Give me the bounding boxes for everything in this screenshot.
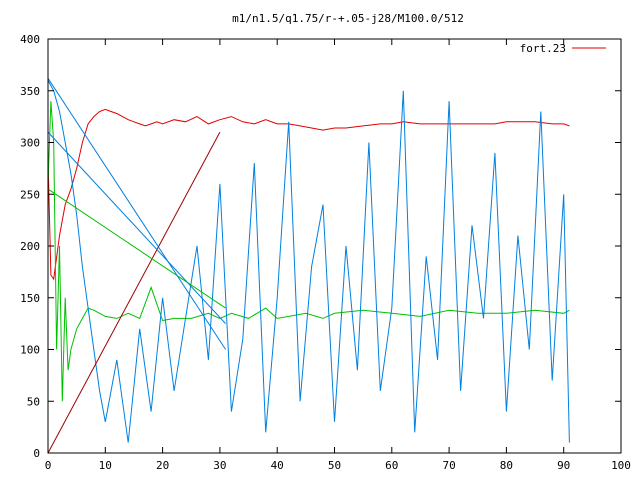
series-line-3 [47, 131, 221, 454]
y-tick-label-400: 400 [20, 33, 40, 46]
y-tick-label-300: 300 [20, 137, 40, 150]
y-tick-label-50: 50 [27, 395, 40, 408]
series-line-5 [47, 78, 227, 350]
legend: fort.23 [520, 42, 606, 55]
y-tick-label-150: 150 [20, 292, 40, 305]
x-tick-label-20: 20 [156, 459, 169, 472]
x-tick-label-90: 90 [557, 459, 570, 472]
y-tick-label-200: 200 [20, 240, 40, 253]
x-tick-label-40: 40 [271, 459, 284, 472]
y-tick-label-350: 350 [20, 85, 40, 98]
series-line-0 [47, 108, 570, 281]
x-tick-label-10: 10 [99, 459, 112, 472]
series-layer [47, 78, 570, 454]
x-tick-label-80: 80 [500, 459, 513, 472]
series-line-1 [47, 101, 570, 402]
y-tick-label-0: 0 [33, 447, 40, 460]
series-line-6 [47, 131, 226, 324]
y-tick-label-100: 100 [20, 344, 40, 357]
axes-layer: 0 10 20 30 40 50 60 70 80 90 100 0 50 100 150 200 250 300… [20, 33, 631, 472]
series-line-4 [47, 188, 226, 309]
x-tick-label-0: 0 [45, 459, 52, 472]
x-tick-label-50: 50 [328, 459, 341, 472]
x-tick-label-30: 30 [213, 459, 226, 472]
x-tick-label-70: 70 [442, 459, 455, 472]
legend-label: fort.23 [520, 42, 566, 55]
chart-title: m1/n1.5/q1.75/r-+.05-j28/M100.0/512 [232, 12, 464, 25]
plot-frame [47, 38, 622, 454]
x-tick-label-60: 60 [385, 459, 398, 472]
x-tick-label-100: 100 [611, 459, 631, 472]
series-line-2 [47, 80, 570, 443]
y-tick-label-250: 250 [20, 188, 40, 201]
